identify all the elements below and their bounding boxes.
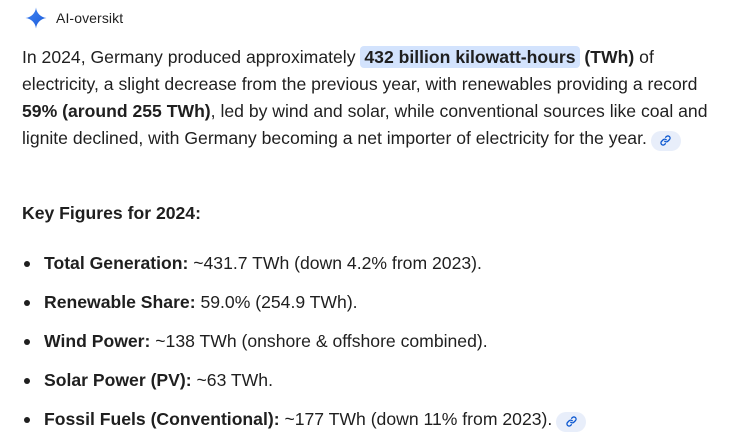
item-label: Renewable Share:	[44, 292, 196, 312]
key-figures-list: Total Generation: ~431.7 TWh (down 4.2% …	[22, 250, 722, 440]
item-text: 59.0% (254.9 TWh).	[195, 292, 358, 312]
link-icon	[566, 416, 577, 427]
bullet-icon	[24, 378, 30, 384]
summary-text: In 2024, Germany produced approximately	[22, 47, 361, 67]
item-text: ~431.7 TWh (down 4.2% from 2023).	[188, 253, 482, 273]
item-label: Fossil Fuels (Conventional):	[44, 409, 280, 429]
item-text: ~63 TWh.	[191, 370, 273, 390]
source-link-button[interactable]	[556, 411, 587, 432]
list-item: Total Generation: ~431.7 TWh (down 4.2% …	[22, 250, 722, 289]
summary-paragraph: In 2024, Germany produced approximately …	[22, 44, 722, 152]
summary-highlight: 432 billion kilowatt-hours	[360, 46, 580, 68]
ai-overview-header: AI-oversikt	[24, 6, 123, 30]
item-label: Wind Power:	[44, 331, 151, 351]
link-icon	[660, 135, 672, 146]
header-title: AI-oversikt	[56, 10, 124, 26]
summary-renewables-share: 59% (around 255 TWh)	[22, 101, 211, 121]
gemini-sparkle-icon	[25, 7, 47, 29]
bullet-icon	[24, 261, 30, 267]
source-link-button[interactable]	[650, 130, 681, 151]
item-label: Solar Power (PV):	[44, 370, 192, 390]
list-item: Fossil Fuels (Conventional): ~177 TWh (d…	[22, 406, 722, 440]
summary-text: , led by wind and solar, while conventio…	[22, 101, 708, 148]
item-text: ~177 TWh (down 11% from 2023).	[279, 409, 553, 429]
item-label: Total Generation:	[44, 253, 189, 273]
bullet-icon	[24, 300, 30, 306]
bullet-icon	[24, 417, 30, 423]
bullet-icon	[24, 339, 30, 345]
list-item: Solar Power (PV): ~63 TWh.	[22, 367, 722, 406]
summary-text: of electricity, a slight decrease from t…	[22, 47, 698, 94]
item-text: ~138 TWh (onshore & offshore combined).	[150, 331, 488, 351]
key-figures-heading: Key Figures for 2024:	[22, 203, 201, 223]
summary-unit: (TWh)	[579, 47, 635, 67]
list-item: Wind Power: ~138 TWh (onshore & offshore…	[22, 328, 722, 367]
list-item: Renewable Share: 59.0% (254.9 TWh).	[22, 289, 722, 328]
